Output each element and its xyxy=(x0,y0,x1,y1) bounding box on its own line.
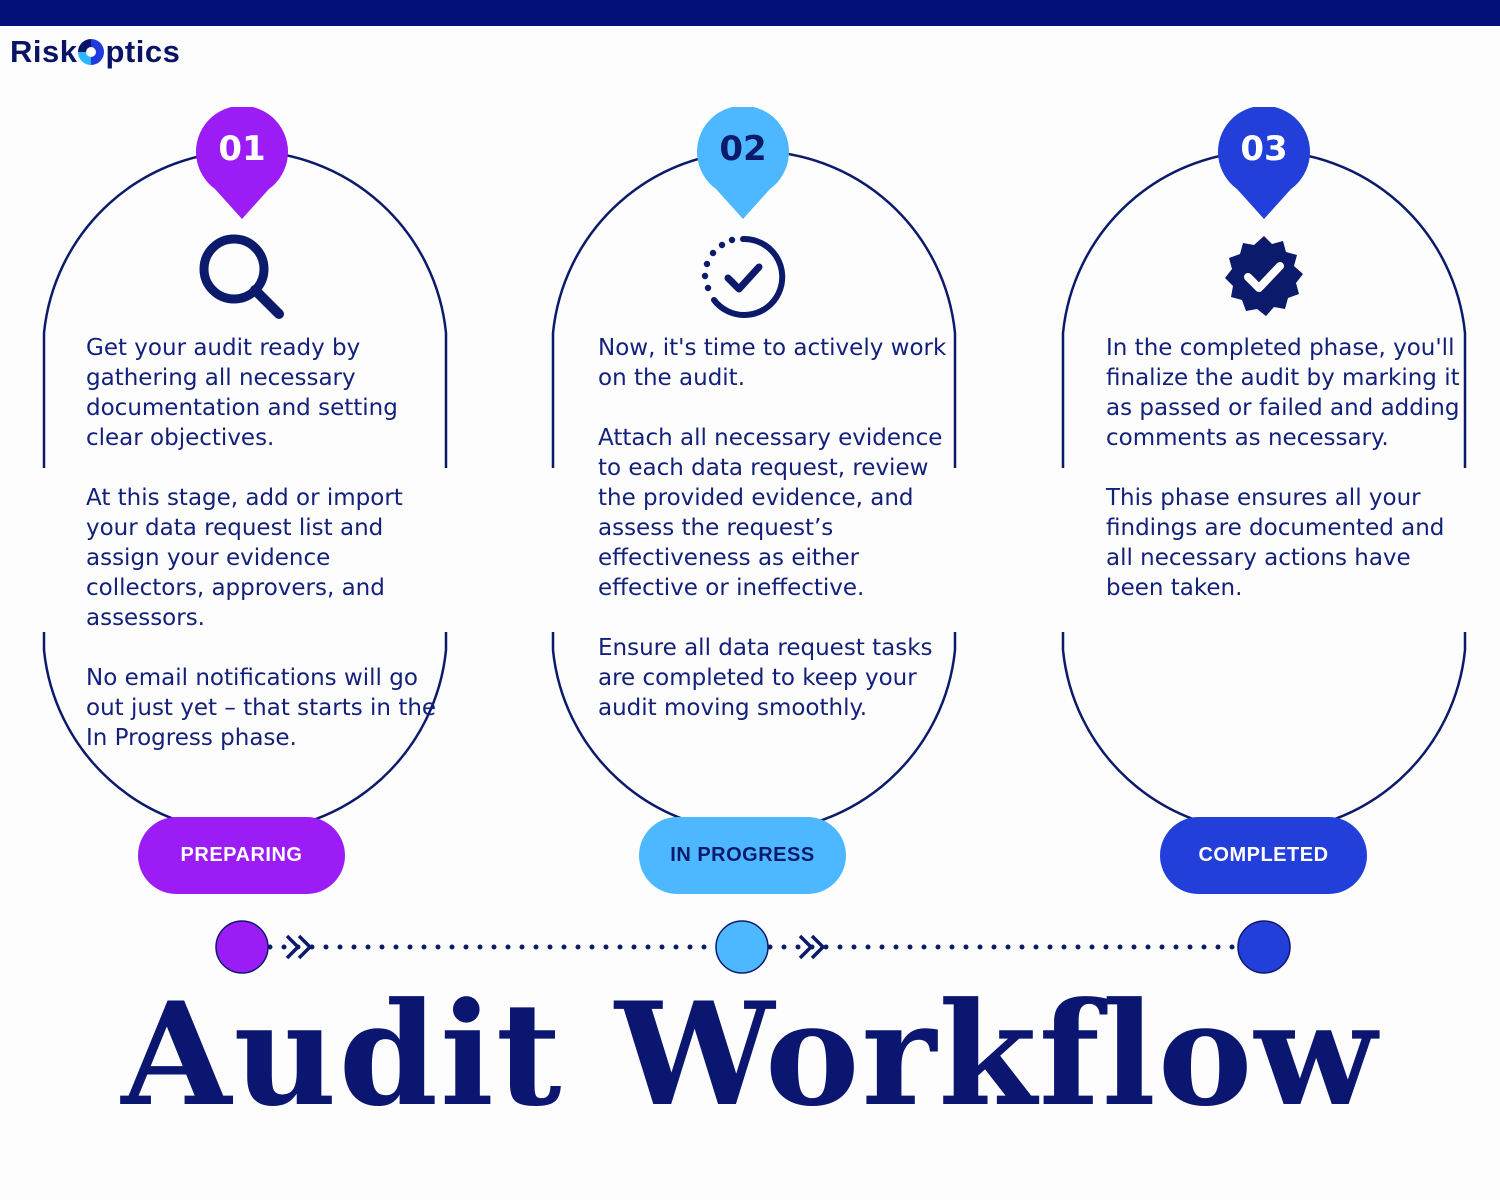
location-pin-icon xyxy=(196,105,288,219)
double-chevron-icon xyxy=(798,934,825,960)
description-paragraph: Attach all necessary evidence to each da… xyxy=(598,425,943,601)
timeline-node-in-progress xyxy=(715,920,769,974)
step-number: 01 xyxy=(218,129,266,169)
status-pill-completed: COMPLETED xyxy=(1160,817,1367,894)
riskoptics-logo: Risk ptics xyxy=(10,34,181,69)
description-paragraph: No email notifications will go out just … xyxy=(86,665,437,751)
location-pin-icon xyxy=(1218,105,1310,219)
step-number-pin: 02 xyxy=(696,105,790,223)
page-title: Audit Workflow xyxy=(121,972,1379,1138)
top-banner xyxy=(0,0,1500,26)
status-pill-preparing: PREPARING xyxy=(138,817,345,894)
description-paragraph: In the completed phase, you'll finalize … xyxy=(1106,335,1460,451)
description-paragraph: Get your audit ready by gathering all ne… xyxy=(86,335,398,451)
phase-card-completed: 03 In the completed phase, you'll finali… xyxy=(1061,0,1481,900)
logo-o-icon xyxy=(78,39,105,65)
verified-badge-icon xyxy=(1219,232,1309,322)
description-paragraph: At this stage, add or import your data r… xyxy=(86,485,403,631)
double-chevron-icon xyxy=(285,934,312,960)
step-number-pin: 01 xyxy=(195,105,289,223)
location-pin-icon xyxy=(697,105,789,219)
description-paragraph: Now, it's time to actively work on the a… xyxy=(598,335,947,391)
phase-description: Get your audit ready by gathering all ne… xyxy=(86,333,446,783)
timeline-node-preparing xyxy=(215,920,269,974)
phase-description: Now, it's time to actively work on the a… xyxy=(598,333,958,753)
phase-card-preparing: 01 Get your audit ready by gathering all… xyxy=(42,0,462,900)
phase-description: In the completed phase, you'll finalize … xyxy=(1106,333,1466,633)
step-number: 03 xyxy=(1240,129,1288,169)
step-number: 02 xyxy=(719,129,767,169)
description-paragraph: Ensure all data request tasks are comple… xyxy=(598,635,933,721)
description-paragraph: This phase ensures all your findings are… xyxy=(1106,485,1445,601)
status-pill-in-progress: IN PROGRESS xyxy=(639,817,846,894)
phase-card-in-progress: 02 Now, it's time to actively work on th… xyxy=(551,0,971,900)
timeline-node-completed xyxy=(1237,920,1291,974)
progress-timeline xyxy=(215,920,1291,974)
magnifier-icon xyxy=(197,232,287,322)
progress-check-icon xyxy=(698,232,788,322)
step-number-pin: 03 xyxy=(1217,105,1311,223)
